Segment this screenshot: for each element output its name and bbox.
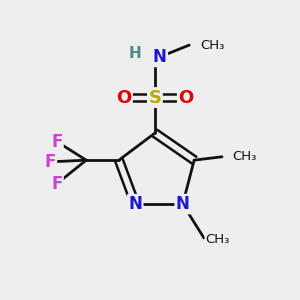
- Text: CH₃: CH₃: [232, 150, 256, 163]
- Text: N: N: [176, 195, 190, 213]
- Text: H: H: [129, 46, 142, 61]
- Text: N: N: [128, 195, 142, 213]
- Text: F: F: [51, 133, 62, 151]
- Text: CH₃: CH₃: [206, 233, 230, 246]
- Text: O: O: [178, 88, 194, 106]
- Text: F: F: [51, 175, 62, 193]
- Text: O: O: [116, 88, 131, 106]
- Text: S: S: [148, 88, 161, 106]
- Text: N: N: [153, 48, 167, 66]
- Text: CH₃: CH₃: [201, 39, 225, 52]
- Text: F: F: [44, 153, 56, 171]
